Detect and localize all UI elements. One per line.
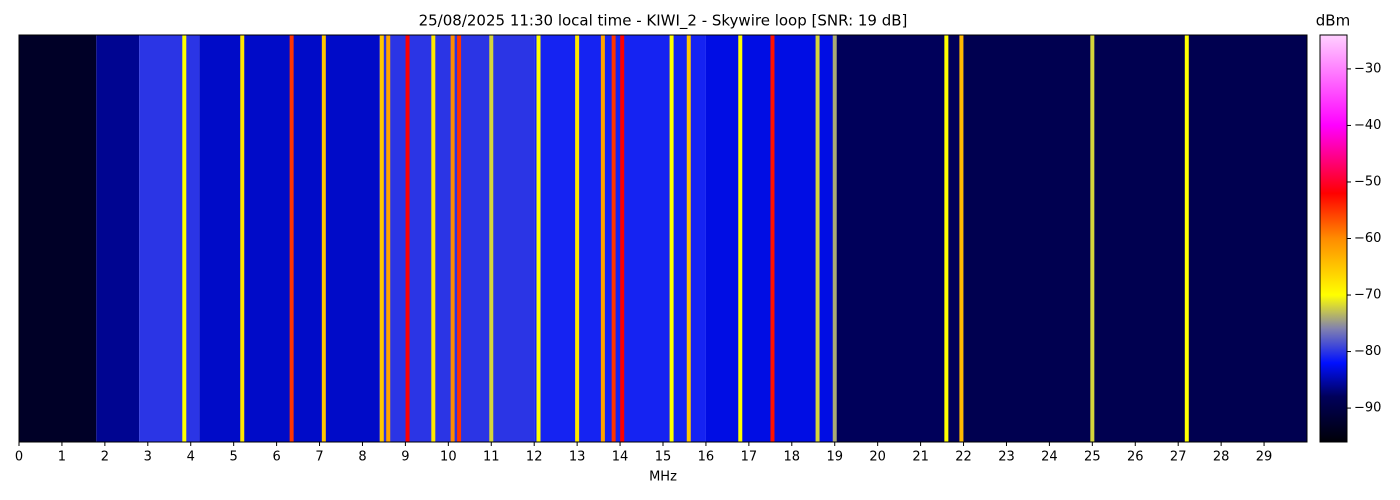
signal-line bbox=[770, 35, 775, 442]
signal-line bbox=[289, 35, 294, 442]
x-tick-label: 27 bbox=[1170, 450, 1187, 465]
colorbar-tick-label: −80 bbox=[1354, 344, 1381, 359]
signal-line bbox=[669, 35, 674, 442]
signal-line bbox=[240, 35, 245, 442]
signal-line bbox=[457, 35, 462, 442]
signal-line bbox=[1184, 35, 1189, 442]
noise-band bbox=[96, 35, 140, 442]
signal-line bbox=[815, 35, 820, 442]
x-tick-label: 1 bbox=[58, 450, 66, 465]
signal-line bbox=[686, 35, 691, 442]
x-tick-label: 16 bbox=[698, 450, 715, 465]
signal-line bbox=[620, 35, 625, 442]
x-tick-label: 11 bbox=[483, 450, 500, 465]
signal-line bbox=[575, 35, 580, 442]
x-tick-label: 8 bbox=[358, 450, 366, 465]
x-tick-label: 12 bbox=[526, 450, 543, 465]
colorbar-tick-label: −30 bbox=[1354, 61, 1381, 76]
x-tick-label: 6 bbox=[272, 450, 280, 465]
colorbar-tick-label: −50 bbox=[1354, 174, 1381, 189]
x-tick-label: 4 bbox=[187, 450, 195, 465]
signal-line bbox=[489, 35, 494, 442]
noise-band bbox=[834, 35, 964, 442]
x-axis-label: MHz bbox=[649, 470, 677, 485]
x-tick-label: 20 bbox=[869, 450, 886, 465]
x-tick-label: 25 bbox=[1084, 450, 1101, 465]
x-tick-label: 26 bbox=[1127, 450, 1144, 465]
signal-line bbox=[386, 35, 391, 442]
signal-line bbox=[536, 35, 541, 442]
x-tick-label: 17 bbox=[741, 450, 758, 465]
x-tick-label: 23 bbox=[998, 450, 1015, 465]
signal-line bbox=[600, 35, 605, 442]
signal-line bbox=[321, 35, 326, 442]
signal-line bbox=[959, 35, 964, 442]
x-tick-label: 13 bbox=[569, 450, 586, 465]
signal-line bbox=[832, 35, 837, 442]
x-tick-label: 18 bbox=[784, 450, 801, 465]
x-tick-label: 9 bbox=[401, 450, 409, 465]
colorbar-tick-label: −70 bbox=[1354, 288, 1381, 303]
noise-band bbox=[379, 35, 535, 442]
signal-line bbox=[611, 35, 616, 442]
colorbar-tick-label: −90 bbox=[1354, 401, 1381, 416]
colorbar-tick-label: −60 bbox=[1354, 231, 1381, 246]
x-tick-label: 3 bbox=[144, 450, 152, 465]
noise-band bbox=[534, 35, 706, 442]
signal-line bbox=[431, 35, 436, 442]
colorbar-label: dBm bbox=[1316, 12, 1350, 30]
colorbar bbox=[1319, 34, 1348, 443]
noise-band bbox=[199, 35, 380, 442]
signal-line bbox=[1090, 35, 1095, 442]
x-tick-label: 14 bbox=[612, 450, 629, 465]
x-tick-label: 7 bbox=[315, 450, 323, 465]
signal-line bbox=[379, 35, 384, 442]
x-tick-label: 19 bbox=[826, 450, 843, 465]
signal-line bbox=[405, 35, 410, 442]
x-tick-label: 10 bbox=[440, 450, 457, 465]
signal-line bbox=[944, 35, 949, 442]
noise-band bbox=[139, 35, 200, 442]
x-tick-label: 24 bbox=[1041, 450, 1058, 465]
x-tick-label: 21 bbox=[912, 450, 929, 465]
noise-band bbox=[963, 35, 1307, 442]
noise-band bbox=[19, 35, 97, 442]
x-tick-label: 29 bbox=[1256, 450, 1273, 465]
noise-band bbox=[705, 35, 835, 442]
x-tick-label: 0 bbox=[15, 450, 23, 465]
colorbar-tick-label: −40 bbox=[1354, 118, 1381, 133]
signal-line bbox=[450, 35, 455, 442]
x-tick-label: 22 bbox=[955, 450, 972, 465]
signal-line bbox=[738, 35, 743, 442]
x-tick-label: 28 bbox=[1213, 450, 1230, 465]
signal-line bbox=[182, 35, 187, 442]
x-tick-label: 5 bbox=[230, 450, 238, 465]
x-tick-label: 15 bbox=[655, 450, 672, 465]
x-tick-label: 2 bbox=[101, 450, 109, 465]
chart-title: 25/08/2025 11:30 local time - KIWI_2 - S… bbox=[419, 12, 908, 31]
